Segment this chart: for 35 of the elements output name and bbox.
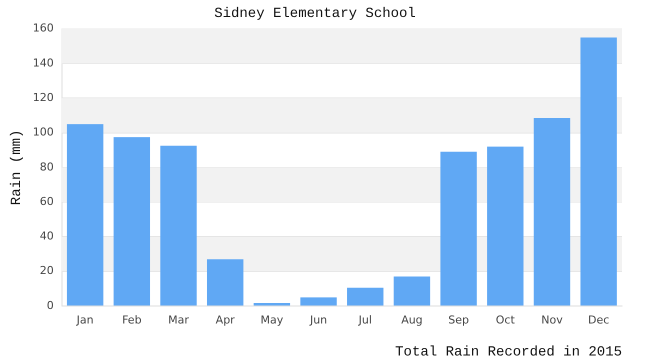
x-axis-title: Total Rain Recorded in 2015: [395, 344, 622, 360]
y-tick-label: 100: [32, 126, 54, 139]
x-tick-label: Jan: [76, 313, 94, 326]
bar: [580, 37, 617, 306]
bar: [66, 124, 104, 306]
x-tick-label: Sep: [448, 313, 469, 326]
y-tick-label: 80: [40, 160, 54, 174]
x-tick-label: Feb: [122, 313, 142, 326]
x-tick-label: Apr: [216, 313, 236, 326]
bar: [487, 146, 524, 306]
y-tick-label: 60: [40, 194, 54, 208]
bar: [440, 152, 477, 306]
y-tick-label: 140: [32, 56, 54, 70]
y-tick-label: 160: [32, 22, 54, 35]
bar: [160, 146, 197, 306]
x-tick-label: Aug: [401, 313, 423, 326]
y-tick-label: 40: [40, 230, 54, 243]
bar: [114, 137, 150, 306]
bar: [534, 118, 570, 306]
bar: [347, 288, 384, 306]
y-tick-label: 120: [32, 90, 54, 104]
bar: [394, 276, 430, 306]
x-tick-label: Jun: [308, 313, 328, 326]
bar: [206, 259, 244, 306]
x-tick-label: May: [260, 313, 284, 326]
y-axis-title: Rain (mm): [9, 130, 26, 206]
y-tick-label: 0: [46, 298, 54, 312]
chart-title: Sidney Elementary School: [214, 6, 416, 22]
x-tick-label: Dec: [588, 313, 610, 326]
x-tick-label: Jul: [358, 313, 372, 326]
x-tick-label: Oct: [496, 313, 516, 326]
y-tick-label: 20: [40, 264, 54, 278]
x-tick-label: Nov: [541, 313, 564, 326]
bar: [300, 297, 337, 306]
x-tick-label: Mar: [168, 313, 190, 326]
